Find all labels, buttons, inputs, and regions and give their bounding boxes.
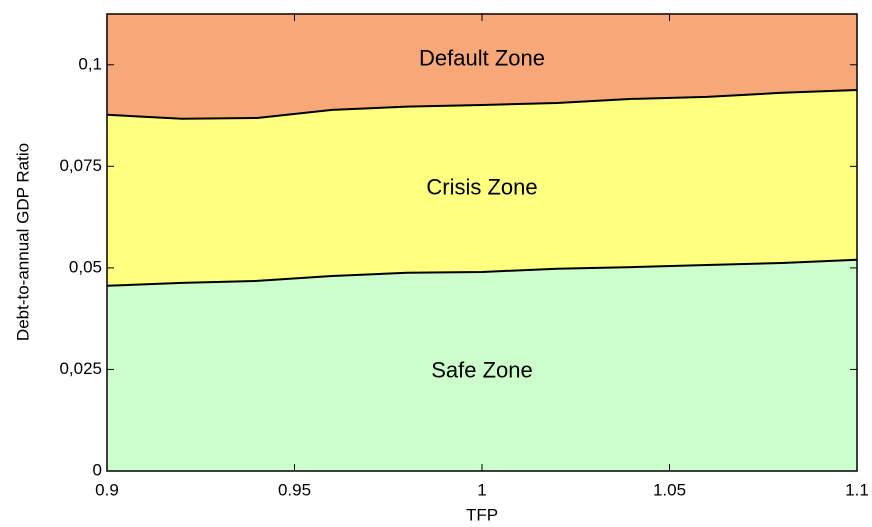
- x-tick-label: 1.05: [653, 480, 686, 499]
- y-tick-label: 0,075: [59, 156, 102, 175]
- x-axis-label: TFP: [466, 505, 498, 524]
- x-tick-label: 1: [477, 480, 486, 499]
- x-tick-label: 0.95: [278, 480, 311, 499]
- y-tick-label: 0,1: [78, 54, 102, 73]
- x-tick-label: 0.9: [95, 480, 119, 499]
- zone-label: Crisis Zone: [426, 174, 537, 199]
- zone-label: Safe Zone: [431, 357, 533, 382]
- y-tick-label: 0,05: [69, 257, 102, 276]
- boundary-line: [106, 88, 858, 120]
- zone-label: Default Zone: [419, 45, 545, 70]
- y-axis-label: Debt-to-annual GDP Ratio: [13, 143, 32, 341]
- zone-area: [107, 259, 857, 471]
- y-tick-label: 0: [93, 460, 102, 479]
- x-tick-label: 1.1: [845, 480, 869, 499]
- boundary-line: [106, 258, 858, 287]
- y-tick-label: 0,025: [59, 359, 102, 378]
